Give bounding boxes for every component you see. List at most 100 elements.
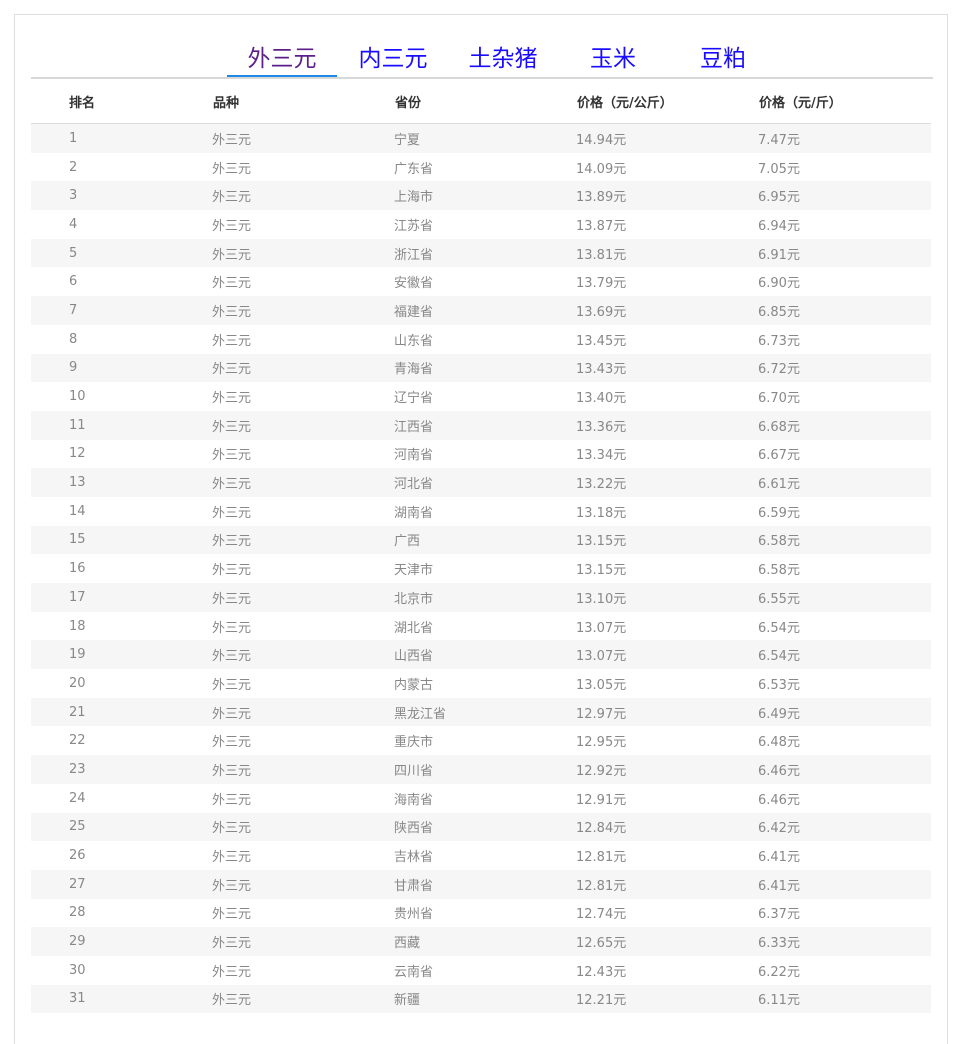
cell-breed: 外三元: [212, 190, 252, 206]
cell-breed: 外三元: [212, 132, 252, 148]
cell-price-kg: 14.94元: [576, 132, 627, 148]
cell-price-jin: 6.53元: [758, 677, 800, 693]
cell-province: 贵州省: [394, 907, 434, 923]
cell-breed: 外三元: [212, 936, 252, 952]
cell-price-kg: 13.15元: [576, 534, 627, 550]
cell-price-kg: 13.45元: [576, 333, 627, 349]
tab-nei-san-yuan[interactable]: 内三元: [358, 46, 428, 72]
cell-breed: 外三元: [212, 591, 252, 607]
cell-rank: 4: [69, 216, 78, 232]
cell-price-kg: 12.81元: [576, 850, 627, 866]
cell-province: 黑龙江省: [394, 706, 447, 722]
table-row: 27 外三元 甘肃省 12.81元 6.41元: [31, 869, 931, 899]
cell-breed: 外三元: [212, 735, 252, 751]
cell-breed: 外三元: [212, 677, 252, 693]
cell-rank: 15: [69, 532, 86, 548]
header-rank: 排名: [31, 79, 212, 124]
cell-price-jin: 6.73元: [758, 333, 800, 349]
cell-price-kg: 12.91元: [576, 792, 627, 808]
table-row: 2 外三元 广东省 14.09元 7.05元: [31, 153, 931, 182]
cell-rank: 3: [69, 188, 78, 204]
cell-rank: 17: [69, 589, 86, 605]
table-body: 1 外三元 宁夏 14.94元 7.47元 2 外三元 广东省 14.09元 7.05元 3 外三元上…: [31, 123, 931, 1014]
table-row: 29 外三元 西藏 12.65元 6.33元: [31, 927, 931, 956]
cell-breed: 外三元: [212, 218, 252, 234]
tab-yu-mi[interactable]: 玉米: [590, 46, 636, 72]
cell-province: 湖北省: [394, 620, 434, 636]
table-row: 4 外三元 江苏省 13.87元 6.94元: [31, 210, 931, 239]
tab-dou-po[interactable]: 豆粕: [700, 46, 746, 72]
cell-price-jin: 6.41元: [758, 850, 800, 866]
table-row: 24 外三元 海南省 12.91元 6.46元: [31, 784, 931, 813]
cell-price-jin: 6.41元: [758, 878, 800, 894]
cell-price-kg: 13.34元: [576, 448, 627, 464]
cell-rank: 16: [69, 561, 86, 577]
cell-breed: 外三元: [212, 563, 252, 579]
cell-price-kg: 13.15元: [576, 563, 627, 579]
cell-rank: 25: [69, 819, 86, 835]
header-price-kg: 价格（元/公斤）: [576, 79, 758, 124]
cell-price-jin: 6.58元: [758, 563, 800, 579]
cell-price-jin: 6.91元: [758, 247, 800, 263]
cell-breed: 外三元: [212, 247, 252, 263]
cell-price-jin: 6.42元: [758, 821, 800, 837]
cell-province: 西藏: [394, 936, 421, 952]
table-row: 21 外三元 黑龙江省 12.97元 6.49元: [31, 697, 931, 727]
cell-province: 甘肃省: [394, 878, 434, 894]
cell-province: 辽宁省: [394, 391, 434, 407]
cell-rank: 14: [69, 503, 86, 519]
cell-price-kg: 12.81元: [576, 878, 627, 894]
table-row: 8 外三元 山东省 13.45元 6.73元: [31, 325, 931, 354]
cell-price-jin: 6.37元: [758, 907, 800, 923]
cell-price-jin: 6.46元: [758, 763, 800, 779]
cell-price-kg: 13.43元: [576, 362, 627, 378]
cell-breed: 外三元: [212, 620, 252, 636]
cell-province: 河南省: [394, 448, 434, 464]
cell-price-kg: 12.84元: [576, 821, 627, 837]
cell-price-jin: 6.90元: [758, 276, 800, 292]
cell-price-jin: 6.67元: [758, 448, 800, 464]
cell-price-jin: 6.68元: [758, 419, 800, 435]
table-row: 19 外三元 山西省 13.07元 6.54元: [31, 640, 931, 670]
cell-breed: 外三元: [212, 850, 252, 866]
table-row: 25 外三元 陕西省 12.84元 6.42元: [31, 812, 931, 842]
table-row: 1 外三元 宁夏 14.94元 7.47元: [31, 123, 931, 153]
table-row: 20 外三元 内蒙古 13.05元 6.53元: [31, 669, 931, 698]
cell-rank: 11: [69, 417, 86, 433]
cell-price-kg: 13.81元: [576, 247, 627, 263]
cell-province: 四川省: [394, 763, 434, 779]
table-row: 18 外三元 湖北省 13.07元 6.54元: [31, 612, 931, 641]
cell-province: 青海省: [394, 362, 434, 378]
tab-wai-san-yuan[interactable]: 外三元: [227, 39, 337, 77]
cell-province: 福建省: [394, 304, 434, 320]
table-row: 22 外三元 重庆市 12.95元 6.48元: [31, 726, 931, 755]
cell-price-kg: 13.22元: [576, 477, 627, 493]
cell-price-jin: 6.70元: [758, 391, 800, 407]
cell-breed: 外三元: [212, 477, 252, 493]
cell-breed: 外三元: [212, 878, 252, 894]
table-row: 14 外三元 湖南省 13.18元 6.59元: [31, 497, 931, 526]
cell-rank: 10: [69, 389, 86, 405]
table-row: 7 外三元 福建省 13.69元 6.85元: [31, 296, 931, 325]
cell-price-jin: 6.58元: [758, 534, 800, 550]
cell-price-jin: 6.49元: [758, 706, 800, 722]
cell-rank: 22: [69, 733, 86, 749]
cell-price-kg: 13.69元: [576, 304, 627, 320]
cell-breed: 外三元: [212, 448, 252, 464]
cell-province: 上海市: [394, 190, 434, 206]
cell-breed: 外三元: [212, 161, 252, 177]
header-province: 省份: [394, 79, 576, 124]
price-card: 外三元 内三元 土杂猪 玉米 豆粕 排名 品种 省份 价格（元/公斤） 价格（元…: [14, 14, 948, 1044]
cell-price-kg: 13.07元: [576, 620, 627, 636]
cell-price-jin: 6.11元: [758, 993, 800, 1009]
table-row: 13 外三元 河北省 13.22元 6.61元: [31, 468, 931, 497]
tab-tu-za-zhu[interactable]: 土杂猪: [468, 46, 538, 72]
cell-province: 海南省: [394, 792, 434, 808]
cell-price-jin: 6.94元: [758, 218, 800, 234]
table-row: 12 外三元 河南省 13.34元 6.67元: [31, 440, 931, 469]
table-row: 6 外三元 安徽省 13.79元 6.90元: [31, 267, 931, 296]
cell-rank: 26: [69, 848, 86, 864]
cell-province: 湖南省: [394, 505, 434, 521]
table-row: 11 外三元 江西省 13.36元 6.68元: [31, 410, 931, 440]
cell-province: 浙江省: [394, 247, 434, 263]
